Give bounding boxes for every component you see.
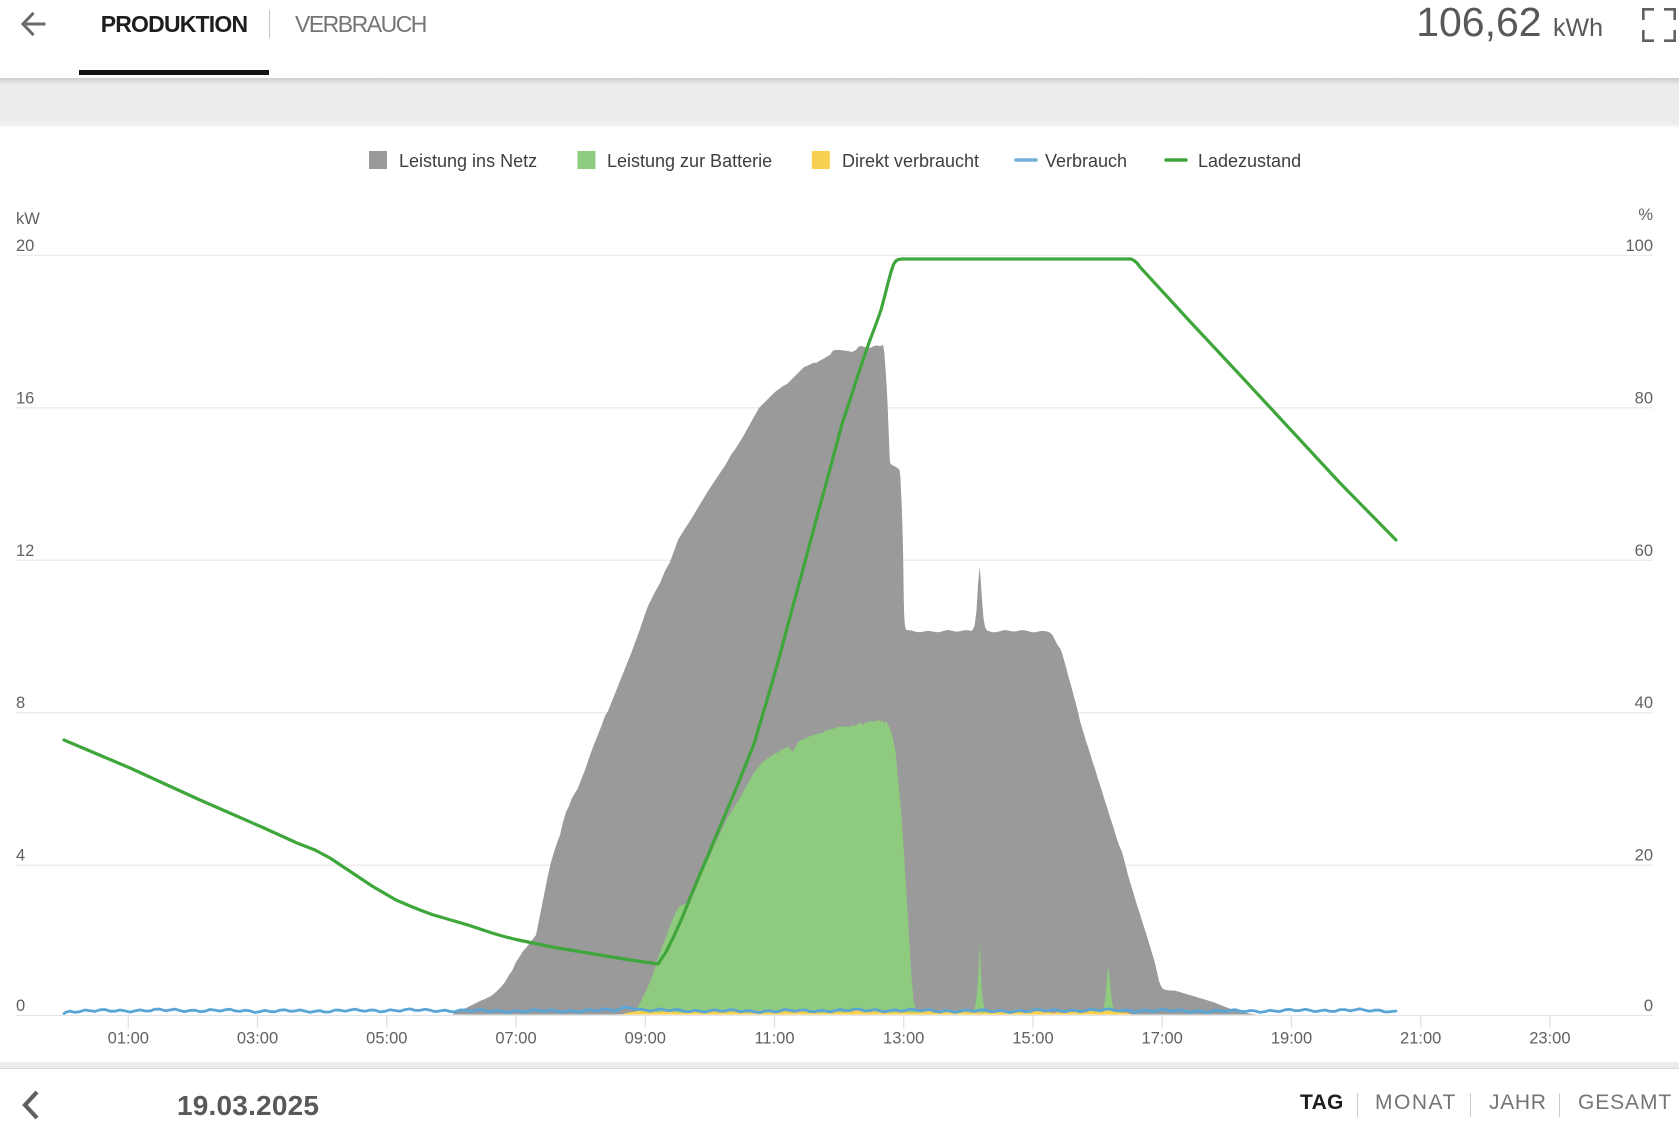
svg-text:13:00: 13:00	[883, 1030, 924, 1048]
svg-text:60: 60	[1635, 542, 1653, 560]
svg-text:kW: kW	[16, 210, 40, 228]
svg-text:0: 0	[1644, 997, 1653, 1015]
svg-text:01:00: 01:00	[108, 1030, 149, 1048]
svg-text:100: 100	[1625, 237, 1653, 255]
svg-text:Verbrauch: Verbrauch	[1045, 151, 1127, 171]
svg-text:20: 20	[1635, 847, 1653, 865]
svg-text:11:00: 11:00	[754, 1030, 794, 1048]
svg-text:19:00: 19:00	[1271, 1030, 1312, 1048]
svg-text:03:00: 03:00	[237, 1030, 278, 1048]
svg-text:Leistung zur Batterie: Leistung zur Batterie	[607, 151, 772, 171]
svg-text:21:00: 21:00	[1400, 1030, 1441, 1048]
svg-text:16: 16	[16, 389, 34, 407]
svg-text:09:00: 09:00	[625, 1030, 666, 1048]
svg-text:Ladezustand: Ladezustand	[1198, 151, 1301, 171]
svg-text:15:00: 15:00	[1012, 1030, 1053, 1048]
svg-text:80: 80	[1635, 389, 1653, 407]
svg-text:40: 40	[1635, 694, 1653, 712]
svg-text:Direkt verbraucht: Direkt verbraucht	[842, 151, 979, 171]
svg-text:07:00: 07:00	[495, 1030, 536, 1048]
svg-text:12: 12	[16, 542, 34, 560]
svg-text:0: 0	[16, 997, 25, 1015]
svg-text:Leistung ins Netz: Leistung ins Netz	[399, 151, 537, 171]
svg-text:%: %	[1638, 206, 1653, 224]
svg-text:17:00: 17:00	[1142, 1030, 1183, 1048]
svg-text:20: 20	[16, 237, 34, 255]
svg-text:23:00: 23:00	[1529, 1030, 1570, 1048]
svg-text:8: 8	[16, 694, 25, 712]
svg-text:4: 4	[16, 847, 25, 865]
svg-text:05:00: 05:00	[366, 1030, 407, 1048]
